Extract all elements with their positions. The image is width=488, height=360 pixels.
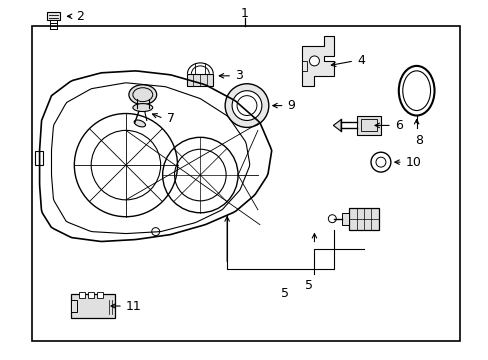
Text: 1: 1 <box>241 7 248 20</box>
Bar <box>79 292 85 298</box>
Bar <box>46 12 61 20</box>
Bar <box>360 120 376 131</box>
Polygon shape <box>301 36 334 86</box>
Text: 5: 5 <box>305 279 313 292</box>
Text: 11: 11 <box>126 300 142 312</box>
Text: 10: 10 <box>405 156 421 168</box>
Circle shape <box>232 91 262 121</box>
Bar <box>35 151 42 165</box>
Text: 7: 7 <box>166 112 174 125</box>
Text: 5: 5 <box>280 287 288 300</box>
Bar <box>301 61 306 71</box>
Text: 4: 4 <box>356 54 364 67</box>
Bar <box>71 300 77 312</box>
Ellipse shape <box>133 104 152 112</box>
Bar <box>187 74 213 86</box>
Polygon shape <box>333 120 341 131</box>
Text: 8: 8 <box>414 134 422 147</box>
Bar <box>348 208 378 230</box>
Circle shape <box>224 84 268 127</box>
Bar <box>97 292 103 298</box>
Text: 2: 2 <box>76 10 84 23</box>
Text: 6: 6 <box>394 119 402 132</box>
Ellipse shape <box>129 85 156 105</box>
Text: 3: 3 <box>235 69 243 82</box>
Bar <box>342 213 348 225</box>
Circle shape <box>309 56 319 66</box>
Bar <box>71 294 115 318</box>
Text: 9: 9 <box>287 99 295 112</box>
Bar <box>88 292 94 298</box>
Bar <box>356 116 380 135</box>
Bar <box>32 26 459 341</box>
Ellipse shape <box>134 120 145 127</box>
